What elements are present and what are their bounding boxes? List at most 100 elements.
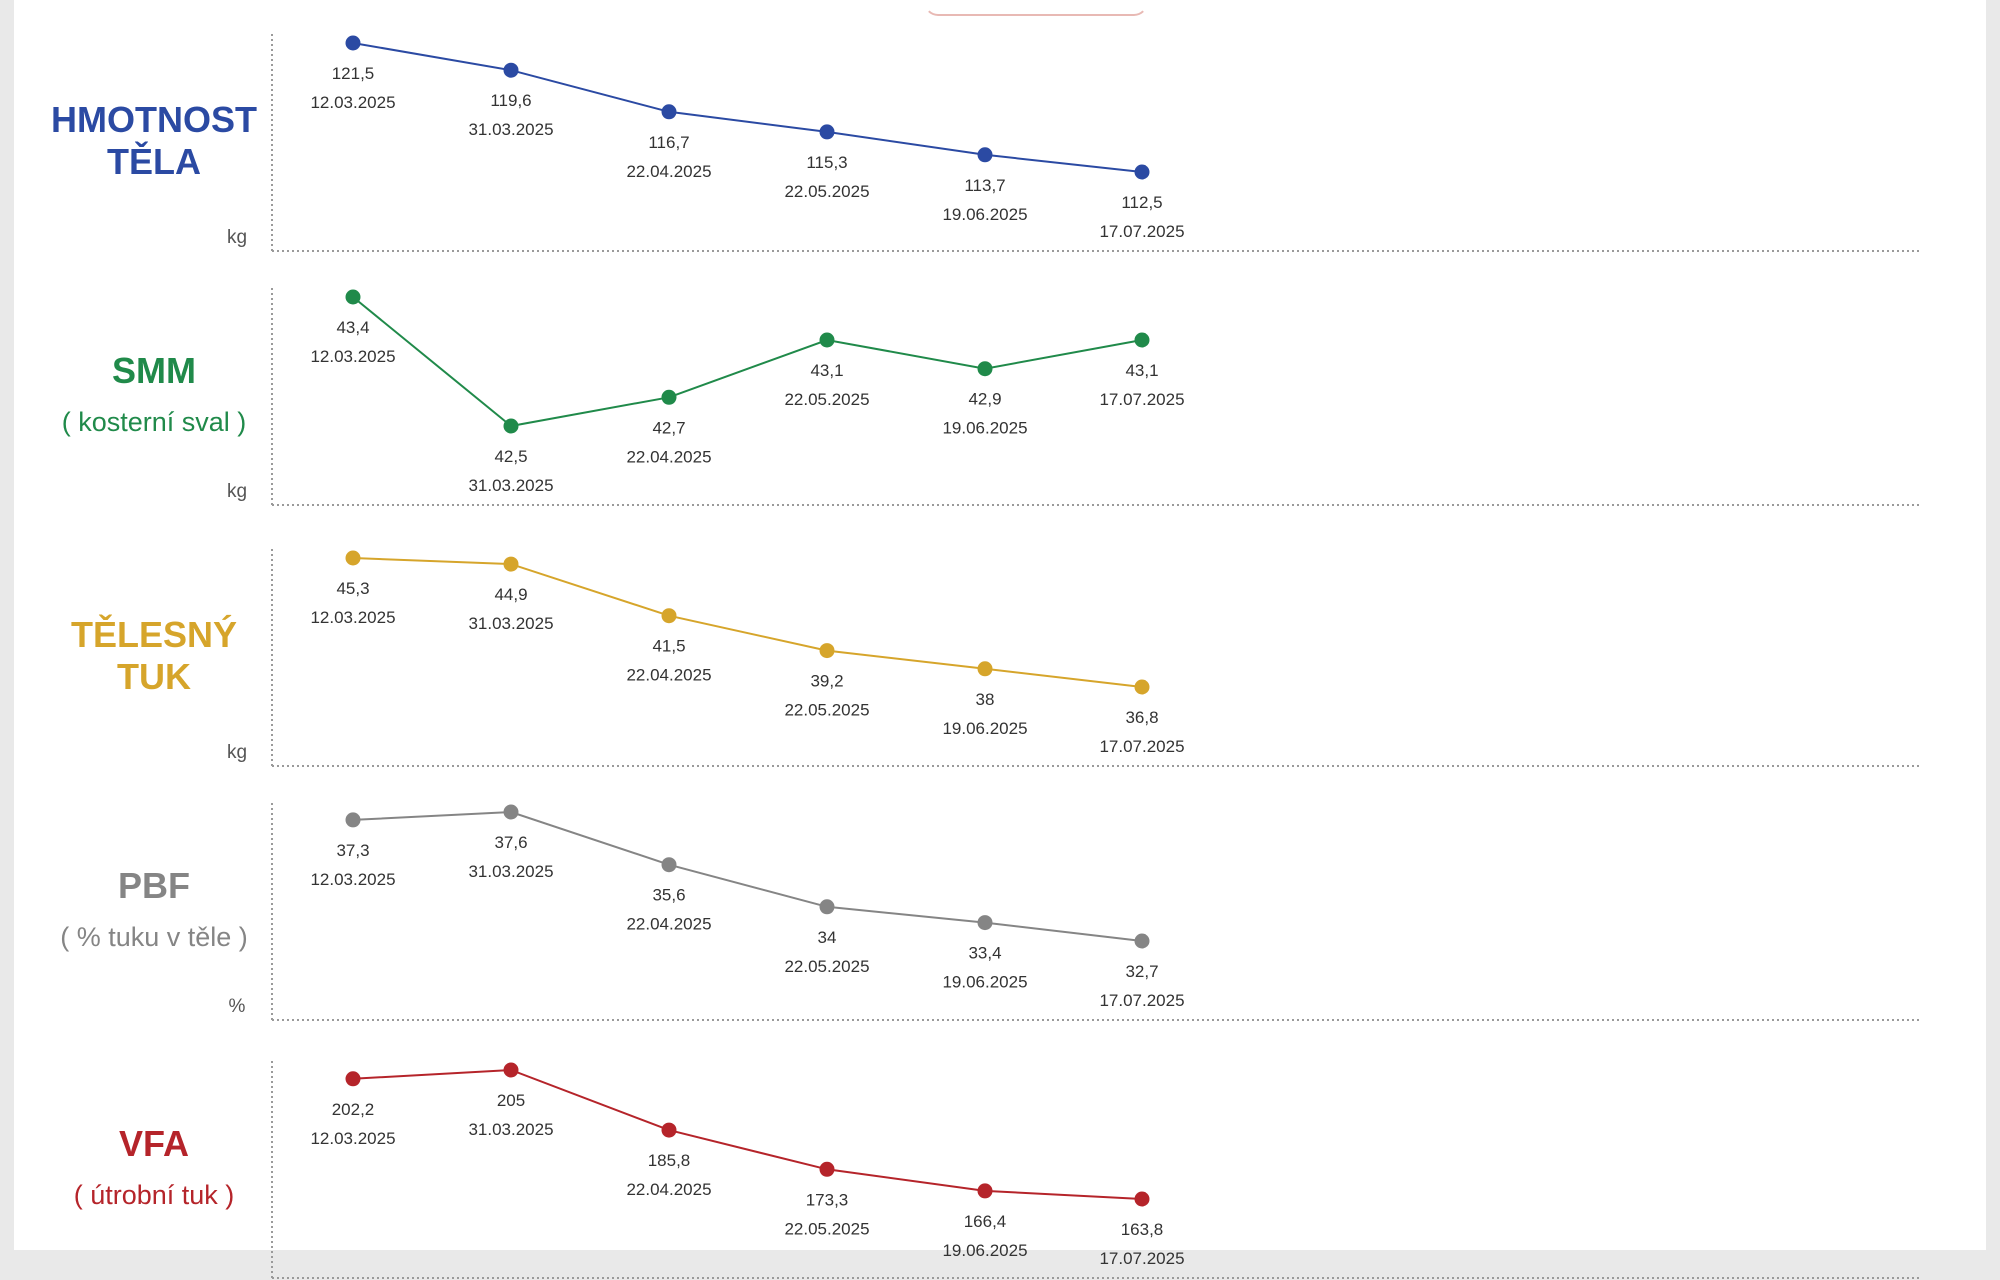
line-chart-smm: 43,4 12.03.2025 42,5 31.03.2025 42,7 22.04.20… <box>271 288 1920 506</box>
date-label: 22.04.2025 <box>626 162 711 181</box>
date-label: 12.03.2025 <box>310 347 395 366</box>
chart-panel-body-weight: HMOTNOST TĚLA kg 121,5 12.03.2025 119,6 31.03… <box>14 28 1986 253</box>
data-point <box>819 124 835 140</box>
value-label: 43,1 <box>1125 361 1158 380</box>
date-label: 12.03.2025 <box>310 870 395 889</box>
date-label: 22.05.2025 <box>784 1219 869 1238</box>
value-label: 166,4 <box>964 1212 1007 1231</box>
data-point <box>1134 933 1150 949</box>
date-label: 22.04.2025 <box>626 915 711 934</box>
data-point <box>345 35 361 51</box>
unit-label-body-weight: kg <box>226 227 248 248</box>
chart-panel-body-fat: TĚLESNÝ TUK kg 45,3 12.03.2025 44,9 31.03.202… <box>14 543 1986 768</box>
chart-title-vfa: VFA <box>118 1123 189 1164</box>
data-point <box>661 389 677 405</box>
data-point <box>345 812 361 828</box>
value-label: 115,3 <box>806 153 847 172</box>
value-label: 116,7 <box>648 133 689 152</box>
date-label: 31.03.2025 <box>468 120 553 139</box>
line-chart-vfa: 202,2 12.03.2025 205 31.03.2025 185,8 22.04.2… <box>271 1061 1920 1279</box>
data-point <box>661 608 677 624</box>
date-label: 22.05.2025 <box>784 390 869 409</box>
line-chart-body-weight: 121,5 12.03.2025 119,6 31.03.2025 116,7 22.04… <box>271 34 1920 252</box>
date-label: 17.07.2025 <box>1099 390 1184 409</box>
data-point <box>661 857 677 873</box>
date-label: 17.07.2025 <box>1099 222 1184 241</box>
chart-subtitle-smm: ( kosterní sval ) <box>61 407 247 437</box>
series-line-vfa <box>352 1068 1143 1200</box>
value-label: 113,7 <box>964 176 1005 195</box>
value-label: 36,8 <box>1125 708 1158 727</box>
value-label: 121,5 <box>332 64 375 83</box>
value-label: 112,5 <box>1121 193 1162 212</box>
series-line-pbf <box>352 810 1143 942</box>
chart-title-body-weight: HMOTNOST TĚLA <box>51 99 257 182</box>
chart-panel-smm: SMM ( kosterní sval ) kg 43,4 12.03.2025 42,5… <box>14 282 1986 507</box>
data-point <box>503 804 519 820</box>
unit-label-pbf: % <box>228 996 246 1017</box>
series-line-body-weight <box>352 42 1143 173</box>
value-label: 33,4 <box>968 944 1001 963</box>
value-label: 42,5 <box>494 447 527 466</box>
data-point <box>661 104 677 120</box>
value-label: 32,7 <box>1125 962 1158 981</box>
date-label: 31.03.2025 <box>468 1120 553 1139</box>
date-label: 22.04.2025 <box>626 1180 711 1199</box>
value-label: 42,7 <box>652 418 685 437</box>
date-label: 17.07.2025 <box>1099 737 1184 756</box>
data-point <box>819 1161 835 1177</box>
data-point <box>345 1071 361 1087</box>
chart-panel-vfa: VFA ( útrobní tuk ) 202,2 12.03.2025 205 31.0… <box>14 1055 1986 1280</box>
value-label: 163,8 <box>1121 1220 1164 1239</box>
value-label: 119,6 <box>490 91 531 110</box>
unit-label-body-fat: kg <box>226 742 248 763</box>
value-label: 205 <box>497 1091 525 1110</box>
data-point <box>977 915 993 931</box>
data-point <box>819 643 835 659</box>
date-label: 22.05.2025 <box>784 701 869 720</box>
date-label: 19.06.2025 <box>942 973 1027 992</box>
date-label: 12.03.2025 <box>310 1129 395 1148</box>
date-label: 19.06.2025 <box>942 1241 1027 1260</box>
data-point <box>1134 1191 1150 1207</box>
date-label: 22.05.2025 <box>784 957 869 976</box>
value-label: 41,5 <box>652 637 685 656</box>
data-point <box>1134 679 1150 695</box>
data-point <box>503 418 519 434</box>
report-sheet: HMOTNOST TĚLA kg 121,5 12.03.2025 119,6 31.03… <box>14 0 1986 1279</box>
chart-subtitle-pbf: ( % tuku v těle ) <box>60 922 248 952</box>
date-label: 12.03.2025 <box>310 93 395 112</box>
data-point <box>819 899 835 915</box>
line-chart-body-fat: 45,3 12.03.2025 44,9 31.03.2025 41,5 22.04.20… <box>271 549 1920 767</box>
data-point <box>1134 332 1150 348</box>
value-label: 35,6 <box>652 886 685 905</box>
data-point <box>503 1062 519 1078</box>
date-label: 19.06.2025 <box>942 205 1027 224</box>
value-label: 37,6 <box>494 833 527 852</box>
value-label: 202,2 <box>332 1100 375 1119</box>
value-label: 44,9 <box>494 585 527 604</box>
value-label: 43,4 <box>336 318 369 337</box>
date-label: 19.06.2025 <box>942 419 1027 438</box>
data-point <box>345 550 361 566</box>
value-label: 37,3 <box>336 841 369 860</box>
date-label: 22.04.2025 <box>626 447 711 466</box>
value-label: 173,3 <box>806 1190 849 1209</box>
date-label: 17.07.2025 <box>1099 991 1184 1010</box>
data-point <box>977 1183 993 1199</box>
date-label: 31.03.2025 <box>468 614 553 633</box>
series-line-body-fat <box>352 557 1143 688</box>
data-point <box>345 289 361 305</box>
value-label: 43,1 <box>810 361 843 380</box>
data-point <box>977 147 993 163</box>
value-label: 38 <box>976 690 995 709</box>
data-point <box>503 62 519 78</box>
series-line-smm <box>352 296 1143 428</box>
unit-label-smm: kg <box>226 481 248 502</box>
date-label: 22.04.2025 <box>626 666 711 685</box>
value-label: 45,3 <box>336 579 369 598</box>
data-point <box>661 1122 677 1138</box>
data-point <box>1134 164 1150 180</box>
chart-panel-pbf: PBF( % tuku v těle )% 37,3 12.03.2025 37,6 3… <box>14 797 1986 1022</box>
chart-subtitle-vfa: ( útrobní tuk ) <box>73 1180 235 1210</box>
